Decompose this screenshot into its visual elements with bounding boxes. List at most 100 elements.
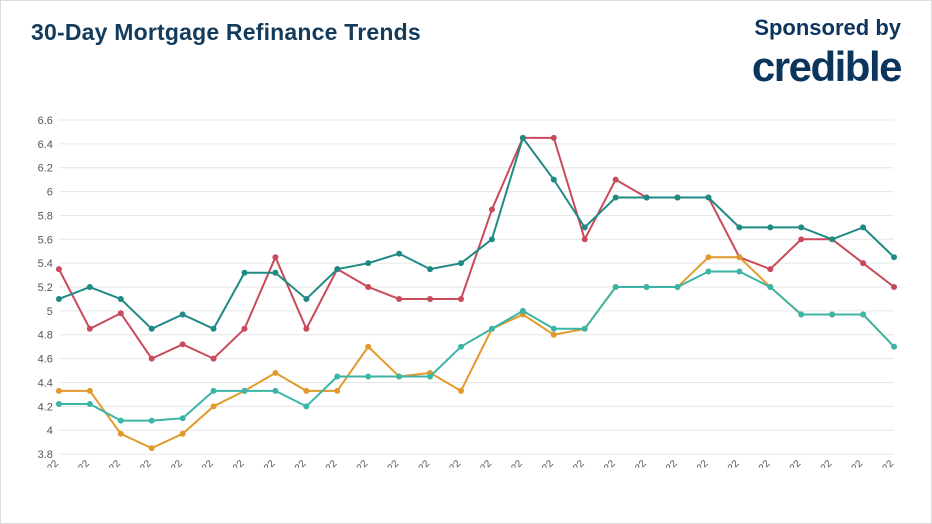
series-marker-series-dark-teal bbox=[180, 311, 186, 317]
series-marker-series-dark-teal bbox=[644, 195, 650, 201]
series-marker-series-light-teal bbox=[705, 269, 711, 275]
series-marker-series-dark-teal bbox=[705, 195, 711, 201]
series-marker-series-red bbox=[303, 326, 309, 332]
series-marker-series-red bbox=[427, 296, 433, 302]
series-marker-series-red bbox=[613, 177, 619, 183]
x-tick-label: 6/8/2022 bbox=[366, 458, 402, 468]
y-tick-label: 5.2 bbox=[38, 282, 53, 294]
series-line-series-red bbox=[59, 138, 894, 359]
series-marker-series-red bbox=[458, 296, 464, 302]
y-tick-label: 6.2 bbox=[38, 163, 53, 175]
series-marker-series-dark-teal bbox=[891, 254, 897, 260]
series-marker-series-dark-teal bbox=[272, 270, 278, 276]
series-marker-series-dark-teal bbox=[860, 224, 866, 230]
series-marker-series-light-teal bbox=[211, 388, 217, 394]
series-marker-series-orange bbox=[87, 388, 93, 394]
series-marker-series-red bbox=[242, 326, 248, 332]
series-marker-series-light-teal bbox=[334, 374, 340, 380]
series-marker-series-light-teal bbox=[767, 284, 773, 290]
y-tick-label: 4 bbox=[47, 425, 53, 437]
x-tick-label: 6/6/2022 bbox=[304, 458, 340, 468]
y-tick-label: 3.8 bbox=[38, 449, 53, 461]
series-line-series-dark-teal bbox=[59, 138, 894, 329]
series-marker-series-red bbox=[767, 266, 773, 272]
series-marker-series-light-teal bbox=[56, 401, 62, 407]
y-tick-label: 6 bbox=[47, 187, 53, 199]
y-tick-label: 5.6 bbox=[38, 234, 53, 246]
line-chart: 3.844.24.44.64.855.25.45.65.866.26.46.65… bbox=[21, 116, 906, 468]
series-marker-series-light-teal bbox=[551, 326, 557, 332]
series-marker-series-red bbox=[118, 310, 124, 316]
x-tick-label: 6/1/2022 bbox=[211, 458, 247, 468]
series-marker-series-light-teal bbox=[613, 284, 619, 290]
sponsor-logo: credible bbox=[752, 43, 901, 91]
series-marker-series-red bbox=[180, 341, 186, 347]
series-marker-series-red bbox=[489, 206, 495, 212]
series-marker-series-dark-teal bbox=[829, 236, 835, 242]
series-marker-series-dark-teal bbox=[211, 326, 217, 332]
series-marker-series-orange bbox=[56, 388, 62, 394]
series-marker-series-light-teal bbox=[798, 311, 804, 317]
y-tick-label: 5.8 bbox=[38, 210, 53, 222]
series-marker-series-light-teal bbox=[365, 374, 371, 380]
series-marker-series-orange bbox=[272, 370, 278, 376]
y-tick-label: 5.4 bbox=[38, 258, 53, 270]
series-marker-series-red bbox=[551, 135, 557, 141]
series-marker-series-dark-teal bbox=[87, 284, 93, 290]
series-marker-series-orange bbox=[458, 388, 464, 394]
series-marker-series-orange bbox=[551, 332, 557, 338]
series-marker-series-light-teal bbox=[303, 403, 309, 409]
series-marker-series-red bbox=[365, 284, 371, 290]
y-tick-label: 4.2 bbox=[38, 401, 53, 413]
series-marker-series-red bbox=[87, 326, 93, 332]
series-marker-series-light-teal bbox=[736, 269, 742, 275]
series-marker-series-dark-teal bbox=[582, 224, 588, 230]
series-marker-series-dark-teal bbox=[798, 224, 804, 230]
series-marker-series-red bbox=[272, 254, 278, 260]
series-marker-series-orange bbox=[118, 431, 124, 437]
sponsor-label: Sponsored by bbox=[752, 15, 901, 41]
series-marker-series-light-teal bbox=[272, 388, 278, 394]
series-marker-series-red bbox=[56, 266, 62, 272]
x-tick-label: 6/7/2022 bbox=[335, 458, 371, 468]
y-tick-label: 4.4 bbox=[38, 377, 53, 389]
series-marker-series-dark-teal bbox=[149, 326, 155, 332]
series-marker-series-orange bbox=[334, 388, 340, 394]
series-marker-series-dark-teal bbox=[551, 177, 557, 183]
chart-area: 3.844.24.44.64.855.25.45.65.866.26.46.65… bbox=[21, 116, 906, 468]
series-marker-series-dark-teal bbox=[334, 266, 340, 272]
sponsor-block: Sponsored by credible bbox=[752, 15, 901, 91]
series-marker-series-light-teal bbox=[242, 388, 248, 394]
y-tick-label: 4.8 bbox=[38, 330, 53, 342]
series-marker-series-orange bbox=[736, 254, 742, 260]
series-marker-series-dark-teal bbox=[736, 224, 742, 230]
series-marker-series-dark-teal bbox=[118, 296, 124, 302]
series-marker-series-light-teal bbox=[149, 418, 155, 424]
series-marker-series-light-teal bbox=[489, 326, 495, 332]
series-marker-series-red bbox=[396, 296, 402, 302]
series-marker-series-red bbox=[211, 356, 217, 362]
series-marker-series-light-teal bbox=[396, 374, 402, 380]
series-marker-series-dark-teal bbox=[613, 195, 619, 201]
series-marker-series-orange bbox=[303, 388, 309, 394]
series-marker-series-dark-teal bbox=[489, 236, 495, 242]
series-marker-series-light-teal bbox=[87, 401, 93, 407]
series-marker-series-dark-teal bbox=[675, 195, 681, 201]
series-marker-series-dark-teal bbox=[396, 251, 402, 257]
series-marker-series-orange bbox=[365, 344, 371, 350]
series-marker-series-light-teal bbox=[860, 311, 866, 317]
y-tick-label: 6.6 bbox=[38, 116, 53, 127]
series-marker-series-red bbox=[582, 236, 588, 242]
series-marker-series-red bbox=[149, 356, 155, 362]
series-marker-series-red bbox=[860, 260, 866, 266]
series-marker-series-dark-teal bbox=[303, 296, 309, 302]
x-tick-label: 6/2/2022 bbox=[242, 458, 278, 468]
y-tick-label: 6.4 bbox=[38, 139, 53, 151]
series-marker-series-red bbox=[798, 236, 804, 242]
chart-header: 30-Day Mortgage Refinance Trends Sponsor… bbox=[31, 19, 901, 109]
series-marker-series-orange bbox=[705, 254, 711, 260]
series-marker-series-light-teal bbox=[891, 344, 897, 350]
series-marker-series-orange bbox=[149, 445, 155, 451]
x-tick-label: 6/3/2022 bbox=[273, 458, 309, 468]
series-marker-series-light-teal bbox=[118, 418, 124, 424]
